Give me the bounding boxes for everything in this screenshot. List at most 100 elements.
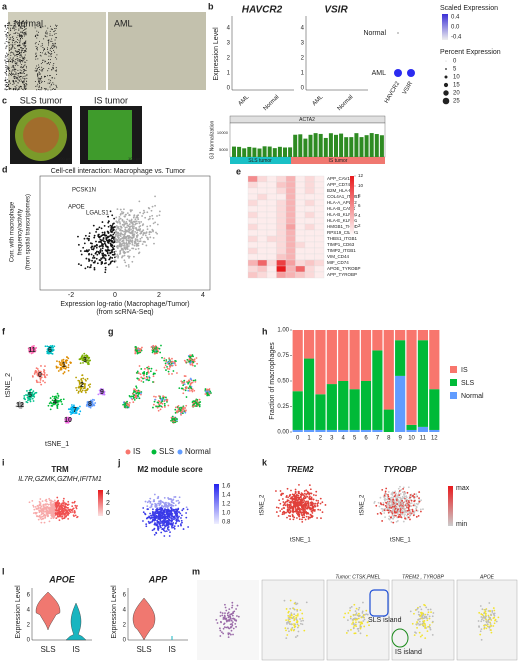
cell-dot [105, 237, 108, 239]
cell-dot [142, 381, 145, 383]
cell-dot [7, 85, 9, 87]
cell-dot [40, 87, 42, 89]
cell-dot [177, 519, 180, 522]
cell-dot [25, 70, 27, 72]
cell-dot [35, 67, 37, 69]
cell-dot [111, 239, 113, 242]
size-key [445, 68, 447, 70]
bar [406, 330, 417, 425]
cell-dot [42, 504, 45, 507]
heat-cell [257, 271, 268, 279]
cell-dot [104, 268, 107, 271]
cell-dot [9, 23, 11, 25]
cell-dot [127, 225, 130, 228]
cell-dot [16, 84, 18, 86]
cell-dot [310, 496, 313, 499]
heat-cell [304, 241, 315, 249]
cell-dot [120, 247, 123, 250]
cell-dot [16, 63, 18, 65]
bar [429, 389, 440, 430]
cell-dot [51, 405, 54, 407]
cell-dot [83, 387, 86, 389]
heat-cell [295, 253, 306, 261]
cell-dot [101, 242, 103, 245]
cell-dot [104, 240, 106, 243]
cell-dot [90, 264, 92, 266]
cell-dot [153, 528, 155, 531]
heat-cell [257, 205, 268, 213]
cell-dot [51, 77, 53, 79]
cell-dot [106, 251, 109, 254]
cell-dot [289, 515, 291, 518]
cell-dot [128, 394, 131, 397]
legend-label: SLS [461, 380, 475, 387]
cell-dot [175, 520, 178, 523]
cell-dot [126, 248, 129, 251]
cell-dot [26, 80, 28, 82]
cell-dot [115, 260, 117, 262]
cell-dot [39, 82, 41, 84]
cell-dot [144, 234, 147, 237]
cell-dot [95, 240, 97, 243]
cell-dot [16, 36, 18, 38]
cell-dot [43, 38, 45, 40]
cell-dot [180, 514, 183, 517]
cell-dot [37, 49, 39, 51]
cell-dot [20, 52, 22, 54]
cell-dot [94, 260, 96, 263]
cell-dot [51, 399, 54, 402]
cell-dot [48, 55, 50, 57]
cell-dot [159, 408, 162, 411]
cell-dot [34, 370, 37, 373]
cell-dot [19, 41, 21, 43]
cell-dot [84, 383, 87, 385]
cell-dot [4, 56, 6, 58]
cell-dot [8, 58, 10, 60]
label: APOE [68, 205, 85, 211]
label: PCSK1N [72, 188, 96, 194]
cell-dot [132, 216, 135, 219]
cell-dot [25, 34, 27, 36]
cell-dot [308, 484, 311, 487]
cell-dot [44, 345, 47, 348]
cell-dot [97, 228, 99, 231]
heat-cell [304, 187, 315, 195]
cell-dot [321, 511, 324, 514]
cell-dot [144, 232, 146, 235]
cell-dot [398, 490, 401, 492]
cell-dot [47, 27, 49, 29]
cell-dot [148, 233, 151, 236]
cell-dot [14, 63, 16, 65]
cell-dot [120, 226, 123, 229]
cell-dot [59, 506, 62, 508]
cell-dot [22, 88, 24, 90]
cell-dot [37, 58, 39, 60]
cell-dot [144, 241, 147, 243]
cell-dot [140, 376, 143, 379]
cell-dot [305, 489, 308, 492]
cell-dot [163, 357, 166, 360]
cell-dot [50, 402, 53, 405]
cell-dot [146, 366, 149, 369]
cell-dot [184, 375, 187, 378]
cell-dot [148, 379, 151, 382]
cell-dot [387, 511, 390, 514]
cell-dot [403, 501, 406, 503]
cell-dot [127, 255, 129, 258]
cell-dot [123, 243, 126, 245]
cell-dot [170, 501, 173, 504]
heat-cell [257, 241, 268, 249]
cell-dot [312, 494, 315, 496]
cell-dot [74, 504, 77, 507]
cell-dot [20, 66, 22, 68]
label: 100 µm [128, 156, 142, 161]
cell-dot [116, 245, 119, 248]
cell-dot [13, 52, 15, 54]
cell-dot [6, 25, 8, 27]
cell-dot [22, 71, 24, 73]
cell-dot [143, 211, 146, 214]
row-label: RPS19_C5AR1 [327, 230, 359, 235]
cell-dot [165, 530, 168, 533]
heat-cell [257, 223, 268, 231]
cell-dot [148, 217, 151, 220]
